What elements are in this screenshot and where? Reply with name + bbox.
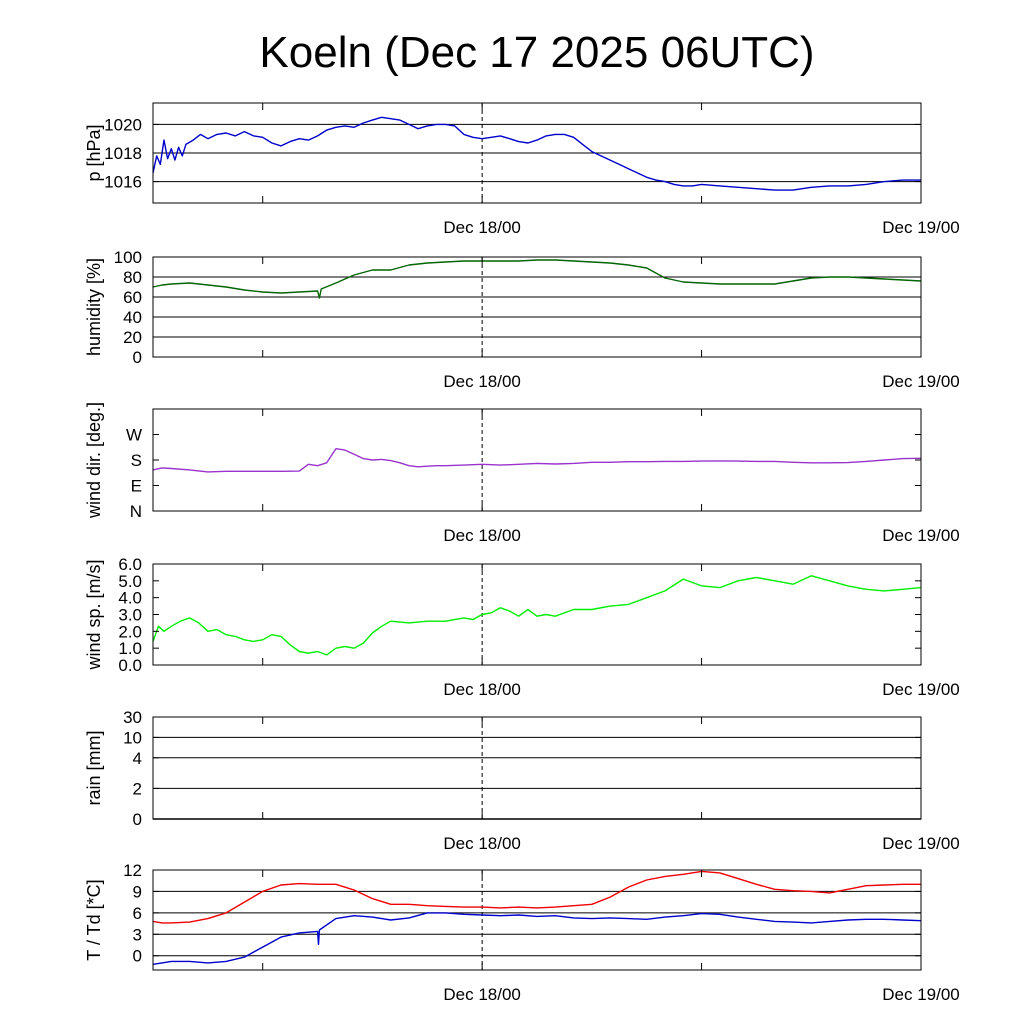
y-tick-label: 6 <box>133 904 142 923</box>
y-tick-label: 4.0 <box>118 589 142 608</box>
y-tick-label: 100 <box>114 248 142 267</box>
y-tick-label: 3 <box>133 925 142 944</box>
panel-6: 0 3 6 9 12 Dec 18/00 Dec 19/00 T / Td [*C] <box>84 861 960 1004</box>
y-tick-label: 10 <box>123 728 142 747</box>
y-axis-label: humidity [%] <box>84 258 104 356</box>
y-tick-label: 2.0 <box>118 622 142 641</box>
y-tick-label: 5.0 <box>118 572 142 591</box>
panel-4: 0.01.02.03.04.05.06.0 Dec 18/00 Dec 19/00 w… <box>84 555 960 699</box>
y-tick-label: 3.0 <box>118 606 142 625</box>
panel-1: 1016 1018 1020 Dec 18/00 Dec 19/00 p [hPa] <box>84 102 960 237</box>
chart-title: Koeln (Dec 17 2025 06UTC) <box>259 28 814 77</box>
x-tick-label: Dec 18/00 <box>443 985 521 1004</box>
x-tick-label: Dec 19/00 <box>882 985 960 1004</box>
x-tick-label: Dec 18/00 <box>443 834 521 853</box>
y-tick-label: 0 <box>133 947 142 966</box>
y-tick-label: 0 <box>133 348 142 367</box>
y-tick-label: W <box>126 426 142 445</box>
y-tick-label: N <box>130 502 142 521</box>
y-tick-label: 30 <box>123 708 142 727</box>
y-tick-label: 0 <box>133 810 142 829</box>
y-tick-label: 40 <box>123 308 142 327</box>
x-tick-label: Dec 19/00 <box>882 680 960 699</box>
panel-frame <box>152 256 922 358</box>
y-tick-label: E <box>131 477 142 496</box>
y-tick-label: 1.0 <box>118 639 142 658</box>
y-tick-label: 9 <box>133 882 142 901</box>
x-tick-label: Dec 19/00 <box>882 834 960 853</box>
series-line-1 <box>152 870 921 924</box>
x-tick-label: Dec 18/00 <box>443 372 521 391</box>
y-axis-label: wind dir. [deg.] <box>84 402 104 519</box>
y-axis-label: p [hPa] <box>84 124 104 181</box>
y-tick-label: 60 <box>123 288 142 307</box>
panel-frame <box>152 869 922 971</box>
x-tick-label: Dec 19/00 <box>882 526 960 545</box>
y-tick-label: 1020 <box>104 115 142 134</box>
x-tick-label: Dec 18/00 <box>443 680 521 699</box>
y-tick-label: 2 <box>133 779 142 798</box>
x-tick-label: Dec 18/00 <box>443 218 521 237</box>
series-line-2 <box>152 912 922 965</box>
series-line-1 <box>152 575 922 656</box>
y-tick-label: 4 <box>133 749 142 768</box>
y-axis-label: T / Td [*C] <box>84 879 104 960</box>
x-tick-label: Dec 19/00 <box>882 218 960 237</box>
series-line-1 <box>152 116 921 191</box>
y-tick-label: 20 <box>123 328 142 347</box>
y-tick-label: 80 <box>123 268 142 287</box>
y-tick-label: 1018 <box>104 144 142 163</box>
x-tick-label: Dec 18/00 <box>443 526 521 545</box>
y-axis-label: wind sp. [m/s] <box>84 559 104 670</box>
y-tick-label: 12 <box>123 861 142 880</box>
series-line-1 <box>152 259 922 299</box>
panel-frame <box>152 716 922 820</box>
y-tick-label: 0.0 <box>118 656 142 675</box>
y-tick-label: 6.0 <box>118 555 142 574</box>
y-tick-label: S <box>131 451 142 470</box>
series-line-1 <box>152 448 922 473</box>
x-tick-label: Dec 19/00 <box>882 372 960 391</box>
y-axis-label: rain [mm] <box>84 730 104 805</box>
y-tick-label: 1016 <box>104 173 142 192</box>
